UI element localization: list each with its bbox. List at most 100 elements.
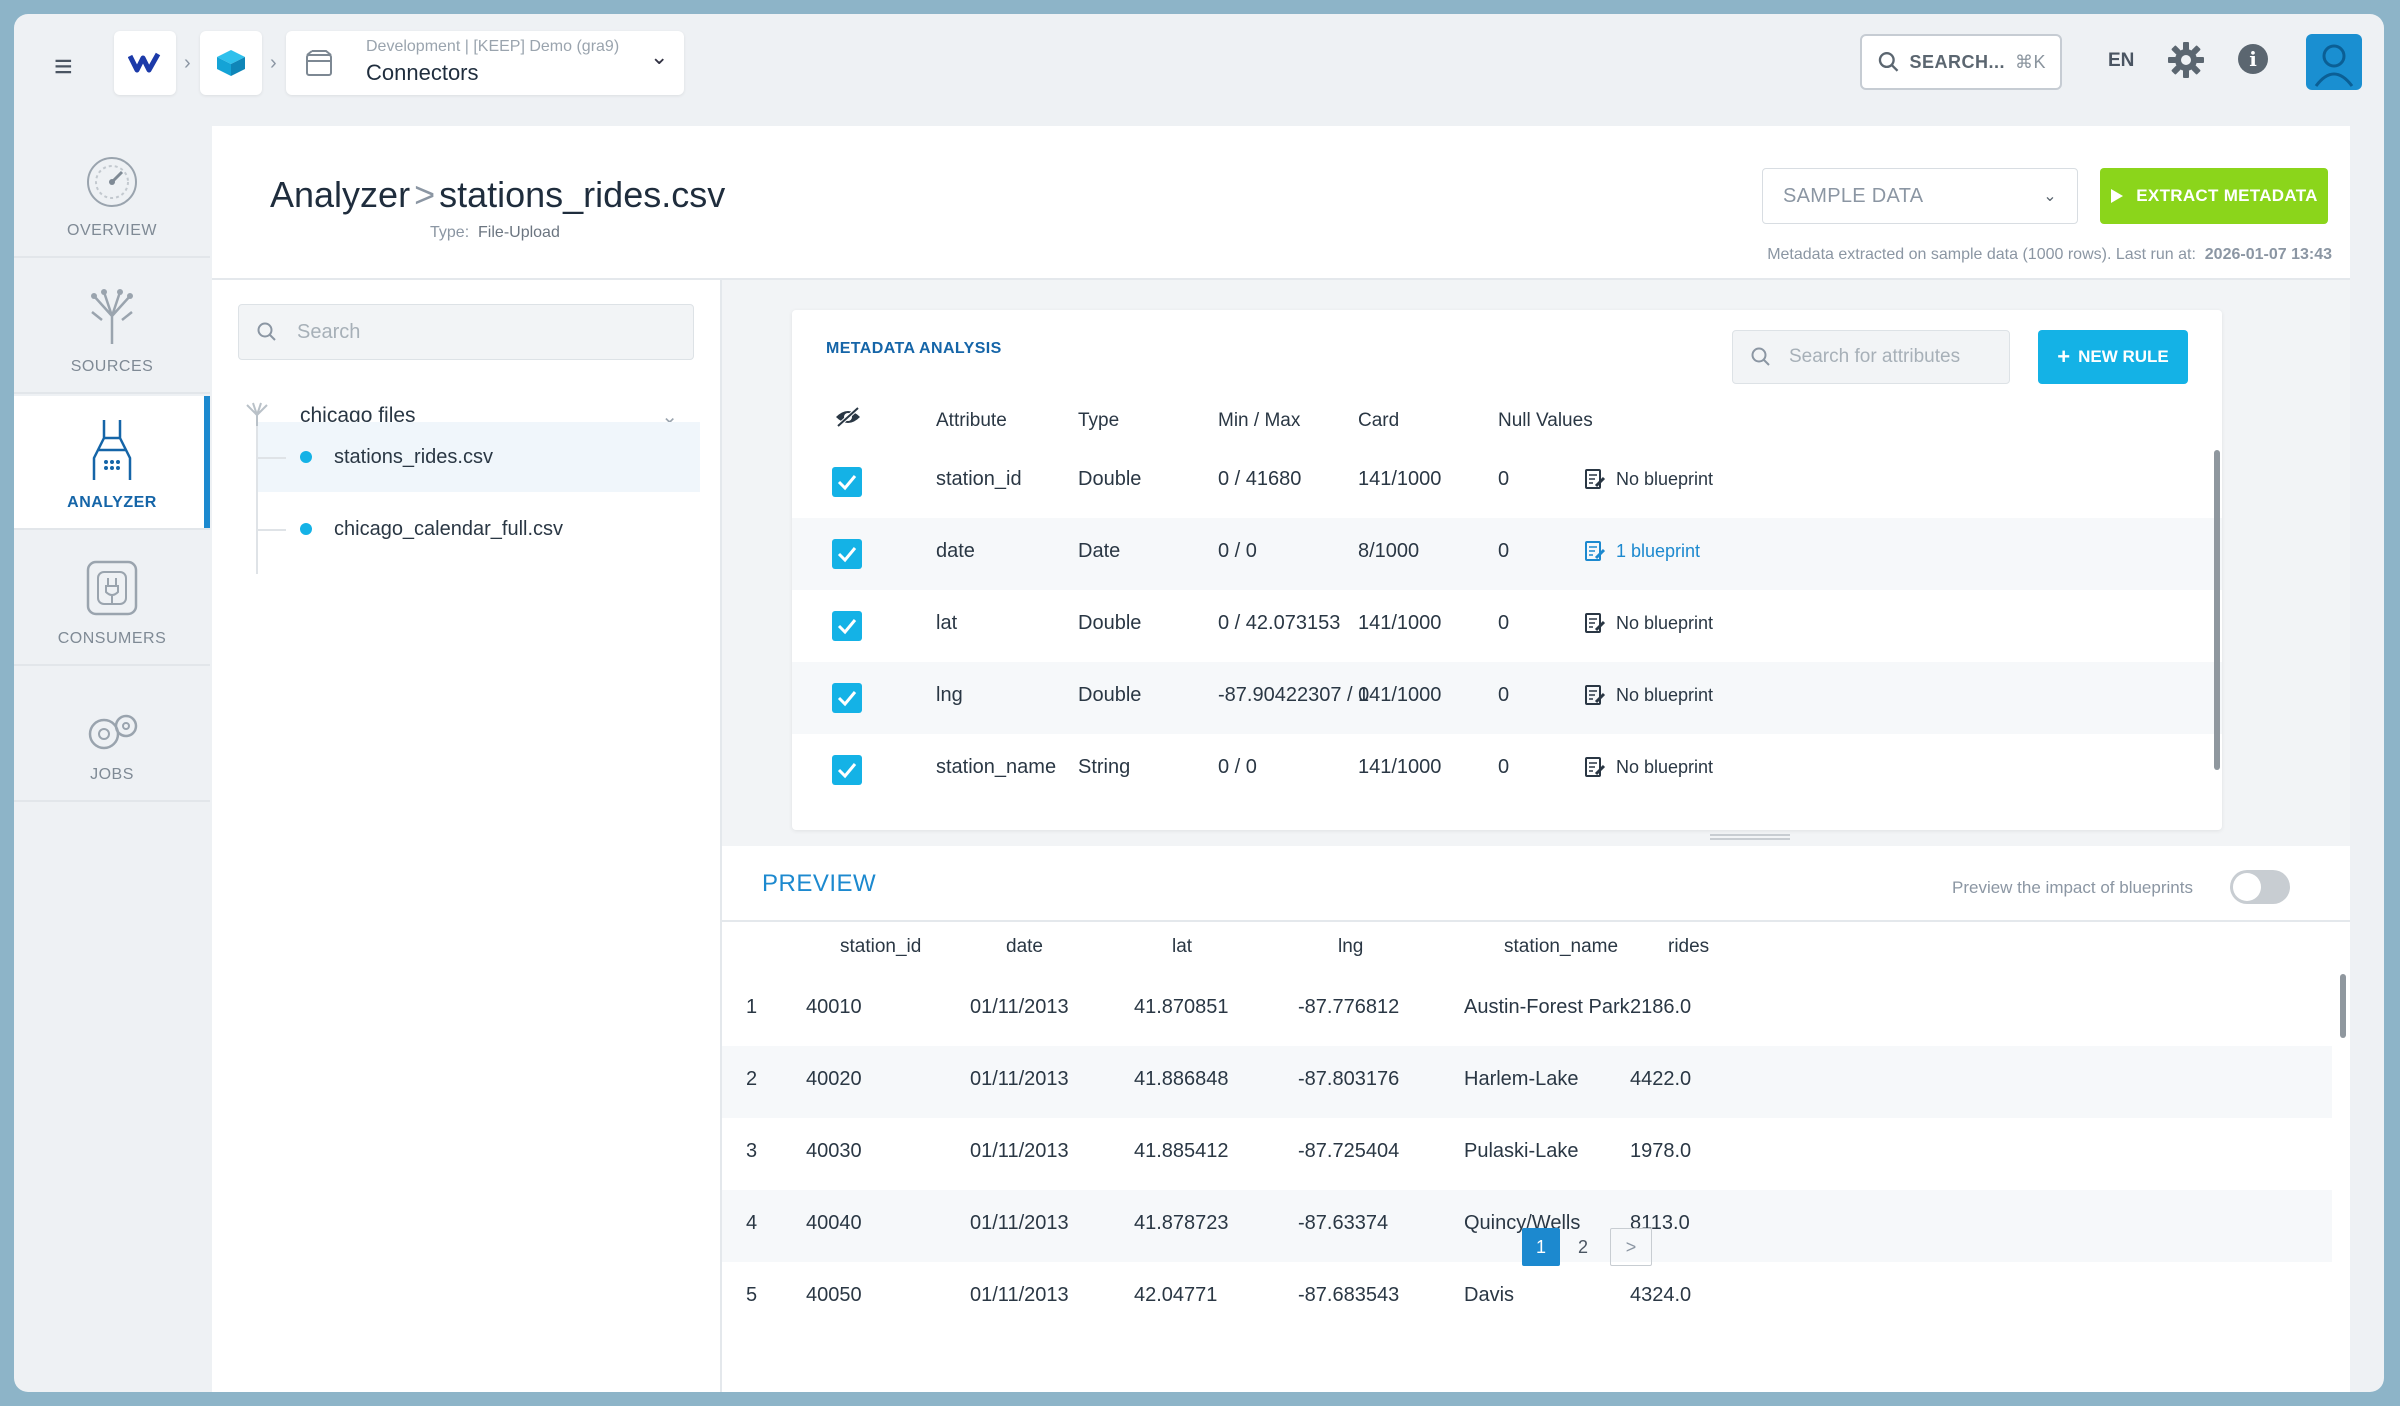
gear-icon[interactable] [2166, 40, 2206, 80]
row-index: 4 [746, 1212, 758, 1234]
table-cell: 41.886848 [1134, 1068, 1229, 1090]
file-status-dot [300, 523, 312, 535]
tree-file-item[interactable]: stations_rides.csv [258, 422, 700, 492]
nav-overview-label: OVERVIEW [67, 222, 157, 239]
col-rides: rides [1668, 936, 1710, 957]
table-cell: 01/11/2013 [970, 1284, 1069, 1306]
last-run-time: 2026-01-07 13:43 [2204, 246, 2332, 263]
info-icon[interactable]: i [2238, 44, 2268, 74]
nav-analyzer[interactable]: ANALYZER [14, 396, 210, 530]
menu-icon[interactable]: ≡ [54, 48, 73, 84]
metadata-cell-card: 141/1000 [1358, 468, 1442, 490]
search-shortcut: ⌘K [2014, 51, 2046, 72]
preview-title: PREVIEW [762, 870, 877, 897]
blueprint-link[interactable]: No blueprint [1584, 468, 1713, 490]
top-bar: ≡ › › Development | [KEEP] Demo (gra9) C… [14, 14, 2384, 124]
blueprint-link[interactable]: No blueprint [1584, 756, 1713, 778]
check-icon [837, 619, 857, 635]
brand-logo-icon [128, 52, 161, 73]
new-rule-button[interactable]: + NEW RULE [2038, 330, 2188, 384]
next-page-button[interactable]: > [1610, 1228, 1652, 1266]
file-type-value: File-Upload [478, 224, 560, 241]
table-cell: 4324.0 [1630, 1284, 1692, 1306]
file-search-placeholder: Search [297, 320, 361, 343]
blueprint-edit-icon [1585, 541, 1606, 561]
page-title: Analyzer > stations_rides.csv [270, 174, 725, 216]
page-2-button[interactable]: 2 [1577, 1236, 1588, 1257]
section-switcher[interactable] [286, 31, 684, 95]
extract-metadata-button[interactable]: EXTRACT METADATA [2100, 168, 2328, 224]
play-icon [2111, 189, 2124, 203]
sample-data-select[interactable]: SAMPLE DATA ⌄ [1762, 168, 2078, 224]
project-icon-button[interactable] [200, 31, 262, 95]
sample-data-value: SAMPLE DATA [1783, 184, 1924, 207]
eye-off-icon[interactable] [834, 406, 862, 434]
nav-jobs[interactable]: JOBS [14, 668, 210, 802]
logo-home[interactable] [114, 31, 176, 95]
metadata-row[interactable]: station_id Double 0 / 41680 141/1000 0 No blu… [792, 446, 2222, 518]
metadata-cell-minmax: 0 / 0 [1218, 756, 1257, 778]
blueprint-link[interactable]: 1 blueprint [1584, 540, 1700, 562]
resize-handle[interactable] [1710, 834, 1790, 840]
tree-folder-label: chicago files [300, 404, 416, 427]
blueprint-link[interactable]: No blueprint [1584, 684, 1713, 706]
preview-scrollbar[interactable] [2340, 974, 2346, 1038]
include-checkbox[interactable] [832, 683, 862, 713]
file-search-input[interactable]: Search [238, 304, 694, 360]
language-selector[interactable]: EN [2108, 50, 2135, 71]
dashboard-gauge-icon [87, 157, 137, 207]
include-checkbox[interactable] [832, 467, 862, 497]
table-cell: 2186.0 [1630, 996, 1692, 1018]
preview-impact-label: Preview the impact of blueprints [1952, 878, 2193, 897]
row-index: 3 [746, 1140, 758, 1162]
row-index: 5 [746, 1284, 758, 1306]
breadcrumb-analyzer[interactable]: Analyzer [270, 174, 411, 215]
attribute-search-input[interactable]: Search for attributes [1732, 330, 2010, 384]
preview-impact-toggle[interactable] [2230, 870, 2290, 904]
blueprint-edit-icon [1585, 469, 1606, 489]
metadata-cell-nulls: 0 [1498, 684, 1510, 706]
col-lng: lng [1338, 936, 1364, 957]
col-card: Card [1358, 410, 1400, 431]
divider [720, 280, 722, 1392]
table-cell: -87.683543 [1298, 1284, 1400, 1306]
chevron-down-icon[interactable]: ⌄ [650, 44, 669, 69]
global-search-button[interactable]: SEARCH... ⌘K [1860, 34, 2062, 90]
table-cell: 4422.0 [1630, 1068, 1692, 1090]
metadata-row[interactable]: station_name String 0 / 0 141/1000 0 No bluep… [792, 734, 2222, 806]
nav-consumers[interactable]: CONSUMERS [14, 532, 210, 666]
file-status-dot [300, 451, 312, 463]
blueprint-label: No blueprint [1616, 612, 1714, 633]
jobs-gears-icon [88, 714, 138, 750]
metadata-cell-attribute: station_id [936, 468, 1022, 490]
metadata-cell-nulls: 0 [1498, 756, 1510, 778]
metadata-scrollbar[interactable] [2214, 450, 2220, 770]
table-cell: 40050 [806, 1284, 862, 1306]
page-1-button[interactable]: 1 [1522, 1228, 1560, 1266]
col-minmax: Min / Max [1218, 410, 1301, 431]
blueprint-label: No blueprint [1616, 684, 1714, 705]
metadata-cell-attribute: station_name [936, 756, 1057, 778]
table-cell: Pulaski-Lake [1464, 1140, 1579, 1162]
blueprint-edit-icon [1585, 685, 1606, 705]
blueprint-label: No blueprint [1616, 756, 1714, 777]
col-attribute: Attribute [936, 410, 1007, 431]
avatar[interactable] [2306, 34, 2362, 90]
table-row: 5 40050 01/11/2013 42.04771 -87.683543 Davis 4… [722, 1262, 2332, 1334]
table-cell: -87.803176 [1298, 1068, 1400, 1090]
nav-overview[interactable]: OVERVIEW [14, 124, 210, 258]
include-checkbox[interactable] [832, 755, 862, 785]
check-icon [837, 475, 857, 491]
tree-file-item[interactable]: chicago_calendar_full.csv [258, 494, 700, 564]
metadata-cell-type: Double [1078, 612, 1142, 634]
metadata-row[interactable]: lat Double 0 / 42.073153 141/1000 0 No bluepr… [792, 590, 2222, 662]
nav-sources[interactable]: SOURCES [14, 260, 210, 394]
include-checkbox[interactable] [832, 611, 862, 641]
table-cell: 40010 [806, 996, 862, 1018]
metadata-row[interactable]: lng Double -87.90422307 / 0 141/1000 0 No blu… [792, 662, 2222, 734]
blueprint-link[interactable]: No blueprint [1584, 612, 1713, 634]
search-icon [1751, 347, 1770, 366]
metadata-row[interactable]: date Date 0 / 0 8/1000 0 1 blueprint [792, 518, 2222, 590]
metadata-cell-type: Date [1078, 540, 1121, 562]
include-checkbox[interactable] [832, 539, 862, 569]
